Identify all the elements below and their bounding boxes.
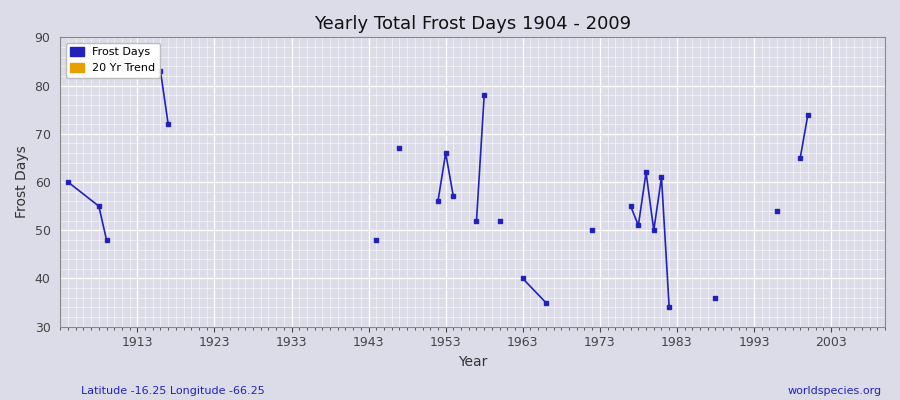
- Y-axis label: Frost Days: Frost Days: [15, 146, 29, 218]
- Point: [770, 208, 784, 214]
- Point: [369, 237, 383, 243]
- Point: [392, 145, 407, 152]
- Point: [708, 294, 723, 301]
- Point: [585, 227, 599, 234]
- Legend: Frost Days, 20 Yr Trend: Frost Days, 20 Yr Trend: [66, 43, 160, 78]
- Point: [492, 218, 507, 224]
- Text: worldspecies.org: worldspecies.org: [788, 386, 882, 396]
- X-axis label: Year: Year: [458, 355, 487, 369]
- Text: Latitude -16.25 Longitude -66.25: Latitude -16.25 Longitude -66.25: [81, 386, 265, 396]
- Title: Yearly Total Frost Days 1904 - 2009: Yearly Total Frost Days 1904 - 2009: [314, 15, 631, 33]
